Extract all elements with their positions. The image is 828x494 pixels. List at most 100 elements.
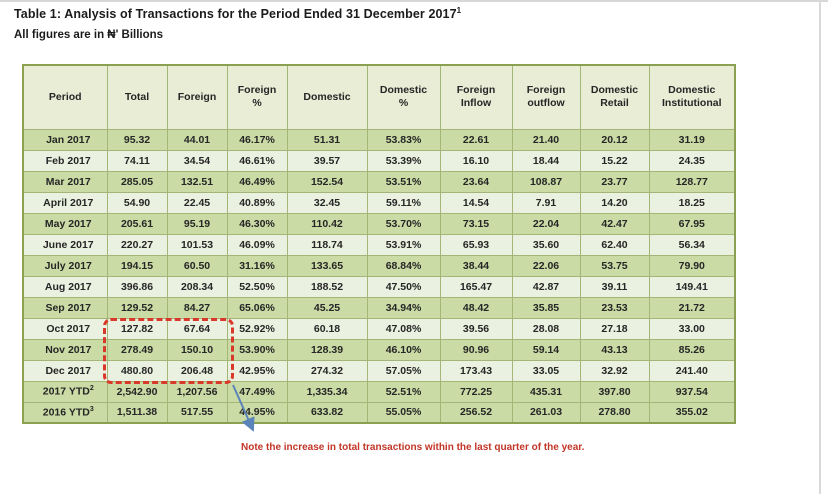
- value-cell: 95.19: [166, 212, 228, 235]
- value-cell: 396.86: [106, 275, 168, 298]
- value-cell: 118.74: [286, 233, 368, 256]
- value-cell: 2,542.90: [106, 380, 168, 403]
- value-cell: 34.54: [166, 149, 228, 172]
- value-cell: 937.54: [648, 380, 736, 403]
- value-cell: 208.34: [166, 275, 228, 298]
- column-header: Foreign outflow: [511, 64, 581, 130]
- period-cell: Nov 2017: [22, 338, 108, 361]
- table-row: Dec 2017 480.80 206.48 42.95% 274.32 57.05% 17…: [22, 359, 736, 382]
- value-cell: 22.06: [511, 254, 581, 277]
- value-cell: 127.82: [106, 317, 168, 340]
- period-cell: Oct 2017: [22, 317, 108, 340]
- value-cell: 65.06%: [226, 296, 288, 319]
- value-cell: 52.51%: [366, 380, 441, 403]
- value-cell: 60.18: [286, 317, 368, 340]
- value-cell: 517.55: [166, 401, 228, 424]
- value-cell: 85.26: [648, 338, 736, 361]
- table-row: Mar 2017 285.05 132.51 46.49% 152.54 53.51% 23…: [22, 170, 736, 193]
- value-cell: 31.16%: [226, 254, 288, 277]
- value-cell: 132.51: [166, 170, 228, 193]
- value-cell: 23.53: [579, 296, 650, 319]
- value-cell: 74.11: [106, 149, 168, 172]
- table-header-row: Period Total Foreign Foreign % Domestic Domes…: [22, 64, 736, 130]
- value-cell: 45.25: [286, 296, 368, 319]
- column-header: Period: [22, 64, 108, 130]
- value-cell: 62.40: [579, 233, 650, 256]
- value-cell: 633.82: [286, 401, 368, 424]
- value-cell: 128.39: [286, 338, 368, 361]
- value-cell: 480.80: [106, 359, 168, 382]
- period-cell: Feb 2017: [22, 149, 108, 172]
- footnote-marker: 3: [89, 406, 94, 413]
- table-row: Oct 2017 127.82 67.64 52.92% 60.18 47.08% 39.5…: [22, 317, 736, 340]
- period-cell: June 2017: [22, 233, 108, 256]
- column-header: Foreign: [166, 64, 228, 130]
- value-cell: 101.53: [166, 233, 228, 256]
- value-cell: 256.52: [439, 401, 513, 424]
- value-cell: 53.83%: [366, 128, 441, 151]
- table-row: Jan 2017 95.32 44.01 46.17% 51.31 53.83% 22.61…: [22, 128, 736, 151]
- period-cell: 2017 YTD2: [22, 380, 108, 403]
- value-cell: 15.22: [579, 149, 650, 172]
- period-cell: April 2017: [22, 191, 108, 214]
- value-cell: 53.75: [579, 254, 650, 277]
- page-top-edge-line: [0, 0, 828, 2]
- table-header: Period Total Foreign Foreign % Domestic Domes…: [22, 64, 736, 130]
- value-cell: 108.87: [511, 170, 581, 193]
- value-cell: 241.40: [648, 359, 736, 382]
- value-cell: 32.45: [286, 191, 368, 214]
- value-cell: 21.40: [511, 128, 581, 151]
- table-row: 2016 YTD3 1,511.38 517.55 44.95% 633.82 55.05…: [22, 401, 736, 424]
- period-cell: Mar 2017: [22, 170, 108, 193]
- table-row: 2017 YTD2 2,542.90 1,207.56 47.49% 1,335.34 5…: [22, 380, 736, 403]
- value-cell: 23.64: [439, 170, 513, 193]
- page-right-edge-line: [819, 0, 821, 494]
- value-cell: 56.34: [648, 233, 736, 256]
- table-row: July 2017 194.15 60.50 31.16% 133.65 68.84% 38…: [22, 254, 736, 277]
- value-cell: 7.91: [511, 191, 581, 214]
- value-cell: 53.70%: [366, 212, 441, 235]
- value-cell: 261.03: [511, 401, 581, 424]
- value-cell: 60.50: [166, 254, 228, 277]
- value-cell: 59.11%: [366, 191, 441, 214]
- value-cell: 274.32: [286, 359, 368, 382]
- value-cell: 33.00: [648, 317, 736, 340]
- table-row: Sep 2017 129.52 84.27 65.06% 45.25 34.94% 48.4…: [22, 296, 736, 319]
- table-row: Feb 2017 74.11 34.54 46.61% 39.57 53.39% 16.10…: [22, 149, 736, 172]
- value-cell: 34.94%: [366, 296, 441, 319]
- value-cell: 14.20: [579, 191, 650, 214]
- value-cell: 53.90%: [226, 338, 288, 361]
- value-cell: 55.05%: [366, 401, 441, 424]
- column-header: Foreign Inflow: [439, 64, 513, 130]
- value-cell: 48.42: [439, 296, 513, 319]
- value-cell: 40.89%: [226, 191, 288, 214]
- value-cell: 278.80: [579, 401, 650, 424]
- value-cell: 18.25: [648, 191, 736, 214]
- period-cell: Sep 2017: [22, 296, 108, 319]
- value-cell: 18.44: [511, 149, 581, 172]
- column-header: Domestic Institutional: [648, 64, 736, 130]
- value-cell: 42.47: [579, 212, 650, 235]
- value-cell: 220.27: [106, 233, 168, 256]
- value-cell: 43.13: [579, 338, 650, 361]
- title-footnote-marker: 1: [456, 6, 462, 15]
- table-title-text: Table 1: Analysis of Transactions for th…: [14, 7, 457, 22]
- value-cell: 46.30%: [226, 212, 288, 235]
- value-cell: 84.27: [166, 296, 228, 319]
- period-cell: Dec 2017: [22, 359, 108, 382]
- value-cell: 285.05: [106, 170, 168, 193]
- value-cell: 173.43: [439, 359, 513, 382]
- value-cell: 53.51%: [366, 170, 441, 193]
- value-cell: 46.49%: [226, 170, 288, 193]
- value-cell: 31.19: [648, 128, 736, 151]
- table-row: Nov 2017 278.49 150.10 53.90% 128.39 46.10% 90…: [22, 338, 736, 361]
- value-cell: 128.77: [648, 170, 736, 193]
- table-row: May 2017 205.61 95.19 46.30% 110.42 53.70% 73.…: [22, 212, 736, 235]
- value-cell: 772.25: [439, 380, 513, 403]
- value-cell: 68.84%: [366, 254, 441, 277]
- value-cell: 16.10: [439, 149, 513, 172]
- value-cell: 22.61: [439, 128, 513, 151]
- value-cell: 278.49: [106, 338, 168, 361]
- value-cell: 46.61%: [226, 149, 288, 172]
- value-cell: 59.14: [511, 338, 581, 361]
